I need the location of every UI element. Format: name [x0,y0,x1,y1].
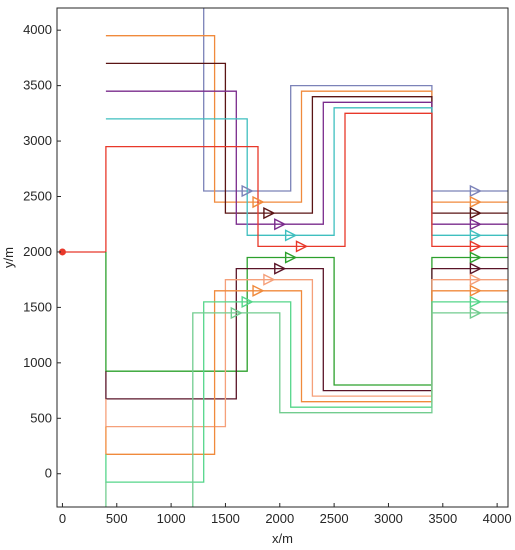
x-tick-label: 2500 [320,511,349,526]
marker-23 [469,295,482,308]
y-tick-label: 2500 [23,189,52,204]
series-line-4 [105,90,508,225]
start-point [58,248,66,256]
x-tick-label: 1000 [157,511,186,526]
marker-20 [469,262,482,275]
marker-8 [274,262,287,275]
marker-18 [469,240,482,253]
axis-ticks: 0 500 1000 1500 2000 2500 3000 3500 4000 0 500 1000… [23,22,512,526]
marker-17 [469,229,482,242]
marker-22 [469,284,482,297]
plot-area [58,8,508,507]
series-line-11 [105,301,508,483]
x-tick-label: 3500 [428,511,457,526]
series-line-6 [62,112,508,253]
x-tick-label: 2000 [265,511,294,526]
x-tick-label: 500 [106,511,128,526]
marker-1 [241,184,254,198]
series-line-8 [105,267,508,400]
series-line-7 [105,252,508,386]
marker-14 [469,195,482,209]
x-tick-label: 3000 [374,511,403,526]
x-axis-label: x/m [272,531,293,546]
y-tick-label: 3000 [23,133,52,148]
marker-21 [469,273,482,286]
y-tick-label: 500 [30,410,52,425]
y-tick-label: 3500 [23,78,52,93]
y-tick-label: 4000 [23,22,52,37]
x-tick-label: 1500 [211,511,240,526]
marker-15 [469,207,482,220]
marker-4 [274,218,287,231]
series-line-13 [192,312,508,507]
marker-12 [230,306,243,320]
series-line-5 [105,107,508,236]
marker-11 [241,295,254,308]
marker-7 [284,251,298,264]
series-line-1 [203,8,508,192]
marker-10 [252,284,265,297]
axes-frame [56,7,509,508]
series-line-10 [105,290,508,455]
marker-24 [469,306,482,320]
y-tick-label: 1500 [23,299,52,314]
y-axis-label: y/m [1,247,16,268]
marker-9 [263,273,276,286]
x-tick-label: 0 [59,511,66,526]
x-tick-label: 4000 [483,511,512,526]
series-line-9 [105,279,508,428]
y-tick-label: 2000 [23,244,52,259]
marker-5 [284,229,298,242]
marker-16 [469,218,482,231]
marker-13 [469,184,482,198]
marker-3 [263,207,276,220]
y-tick-label: 1000 [23,355,52,370]
marker-19 [469,251,482,264]
series-line-3 [105,62,508,214]
marker-6 [295,240,309,253]
marker-2 [252,195,265,209]
y-tick-label: 0 [45,466,52,481]
